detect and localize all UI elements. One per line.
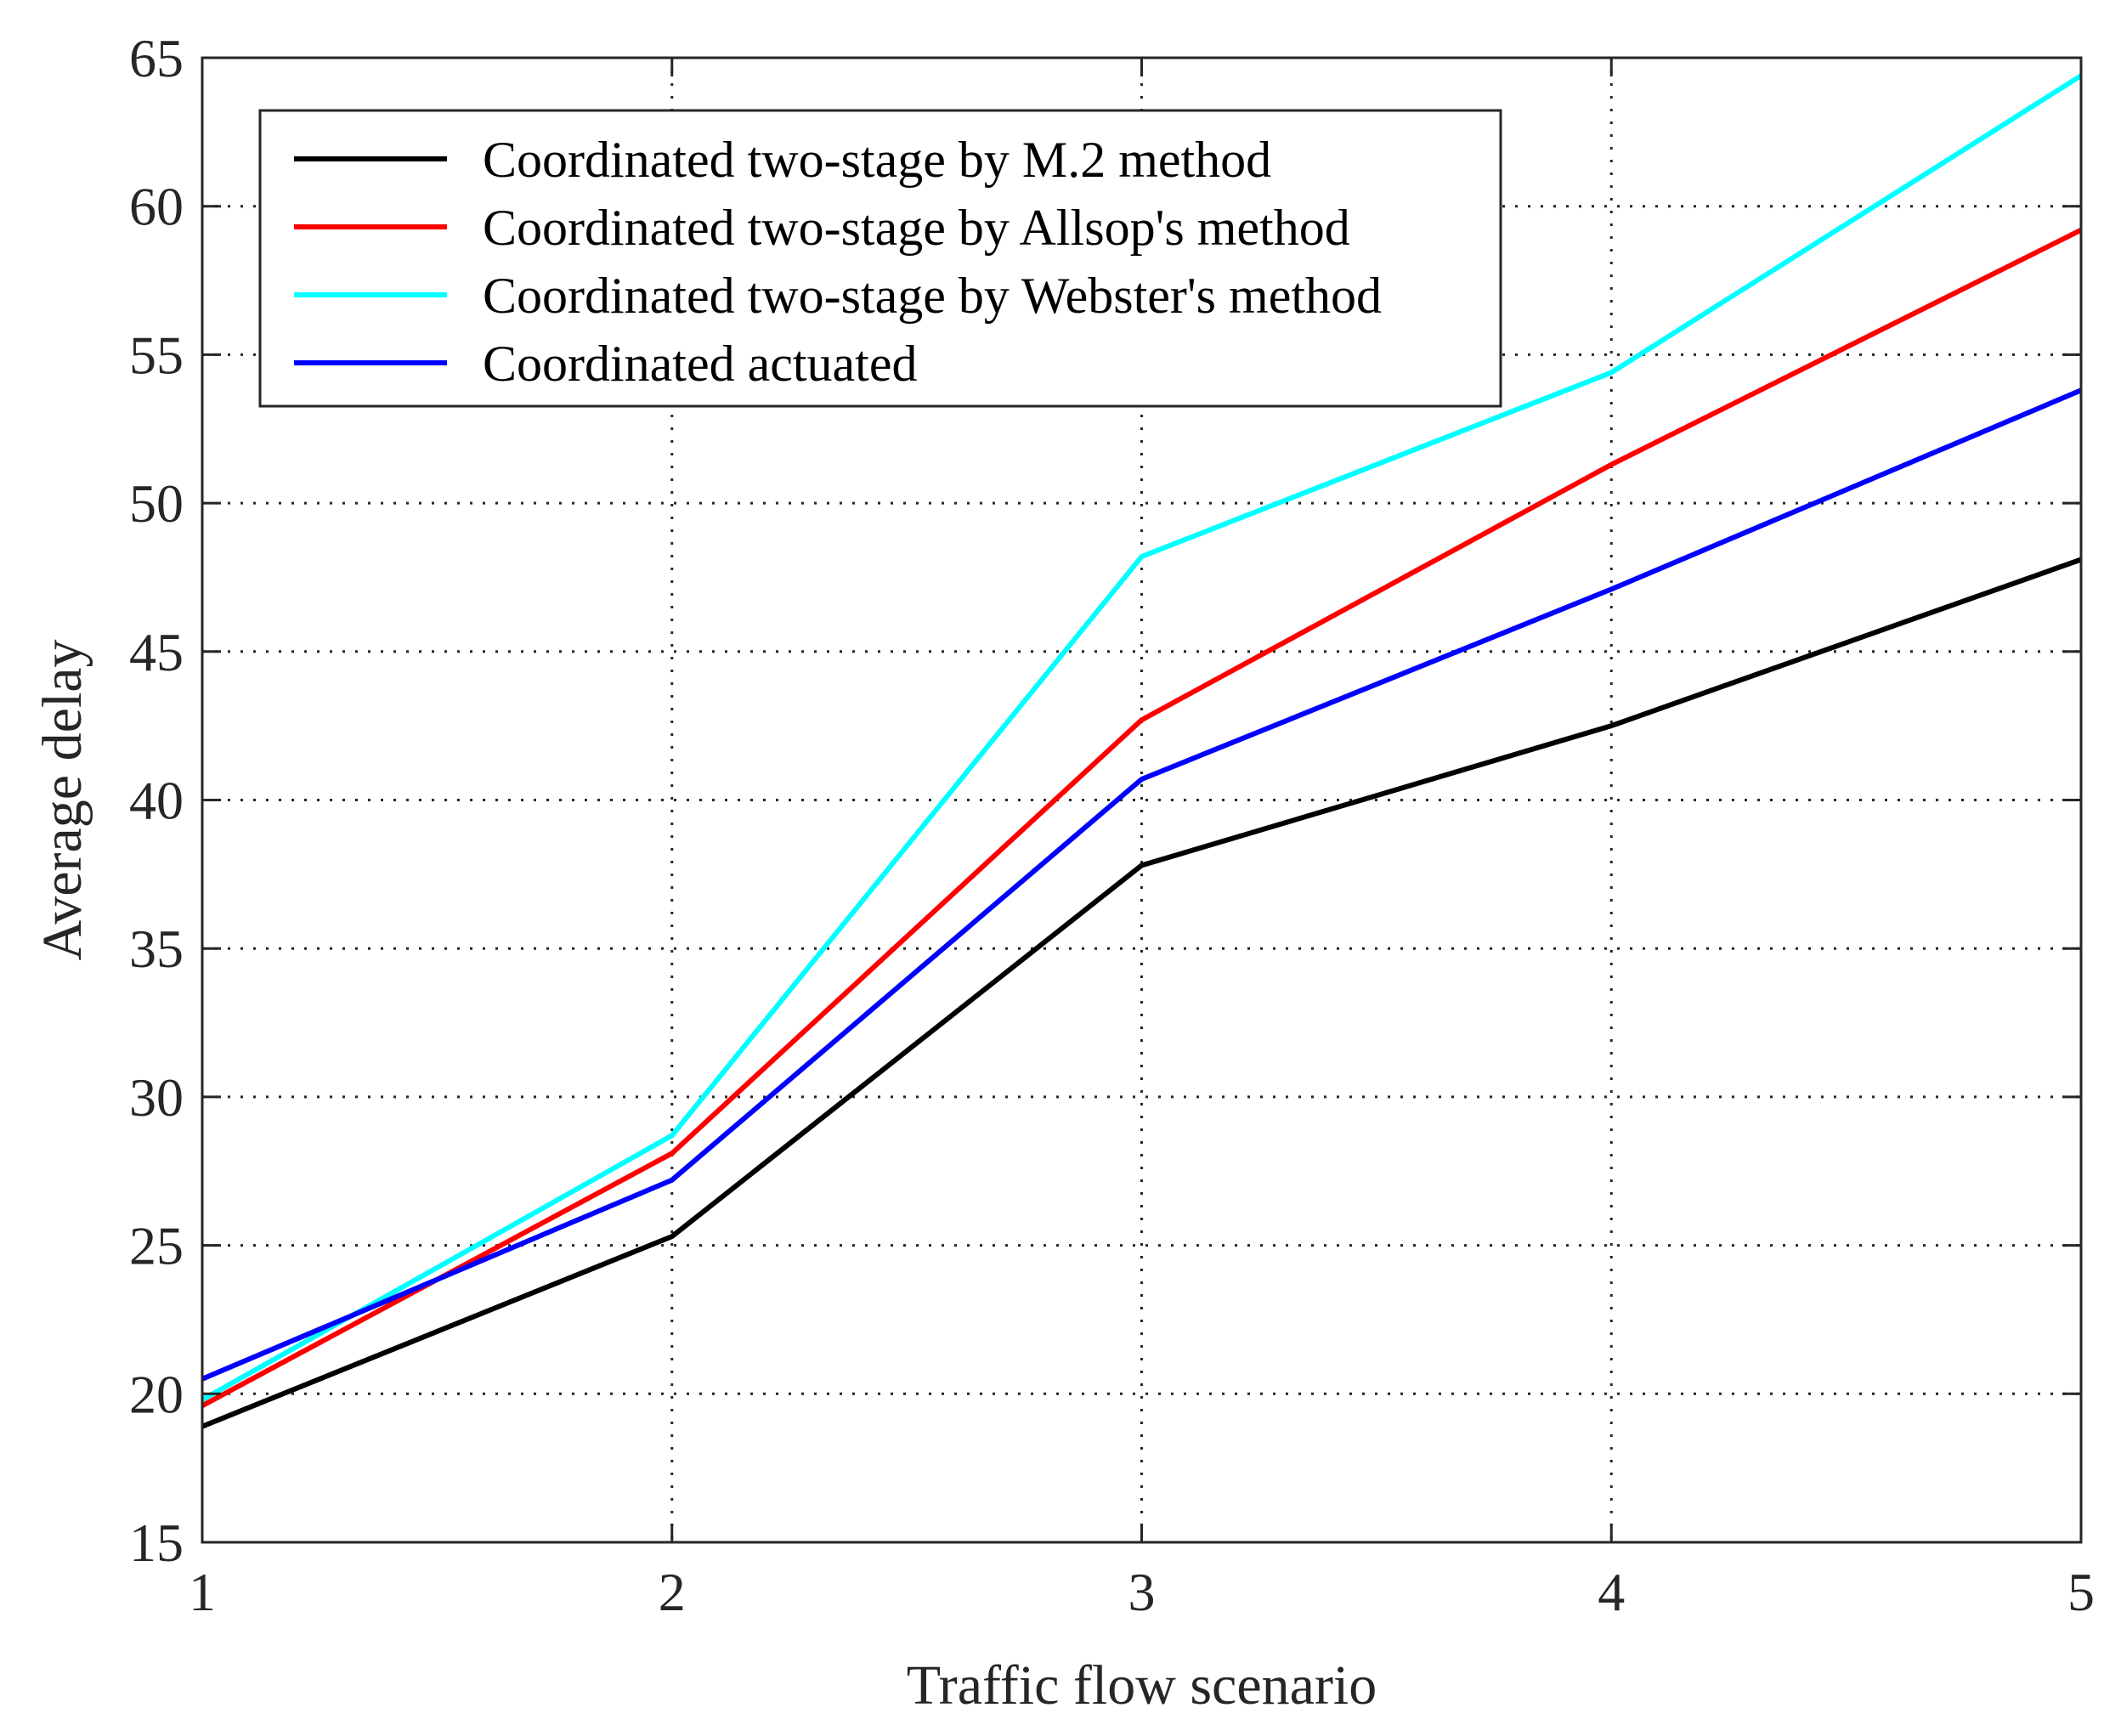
x-axis-label: Traffic flow scenario	[907, 1654, 1377, 1716]
series-line-2	[201, 228, 2083, 1408]
y-tick-label-55: 55	[129, 325, 184, 385]
x-tick-label-2: 2	[659, 1562, 686, 1622]
x-tick-label-4: 4	[1598, 1562, 1625, 1622]
legend: Coordinated two-stage by M.2 method Coord…	[258, 109, 1502, 408]
y-tick-label-20: 20	[129, 1364, 184, 1424]
legend-label-3: Coordinated two-stage by Webster's metho…	[483, 268, 1382, 324]
legend-label-2: Coordinated two-stage by Allsop's method	[483, 200, 1350, 256]
series-line-3	[201, 73, 2083, 1402]
y-tick-label-50: 50	[129, 473, 184, 534]
y-tick-label-40: 40	[129, 771, 184, 831]
y-tick-label-15: 15	[129, 1513, 184, 1573]
series-lines	[201, 73, 2083, 1429]
x-tick-label-3: 3	[1128, 1562, 1156, 1622]
y-axis-label: Average delay	[31, 639, 93, 960]
legend-label-1: Coordinated two-stage by M.2 method	[483, 132, 1271, 188]
legend-box	[258, 109, 1502, 408]
y-tick-label-65: 65	[129, 28, 184, 88]
y-tick-label-35: 35	[129, 919, 184, 979]
x-tick-label-1: 1	[189, 1562, 216, 1622]
y-tick-label-45: 45	[129, 622, 184, 682]
x-tick-label-5: 5	[2067, 1562, 2095, 1622]
grid-lines	[202, 58, 2081, 1542]
y-tick-label-60: 60	[129, 177, 184, 237]
y-tick-label-30: 30	[129, 1067, 184, 1128]
series-line-4	[201, 387, 2083, 1382]
y-tick-label-25: 25	[129, 1216, 184, 1276]
legend-label-4: Coordinated actuated	[483, 336, 917, 392]
series-line-1	[201, 557, 2083, 1429]
